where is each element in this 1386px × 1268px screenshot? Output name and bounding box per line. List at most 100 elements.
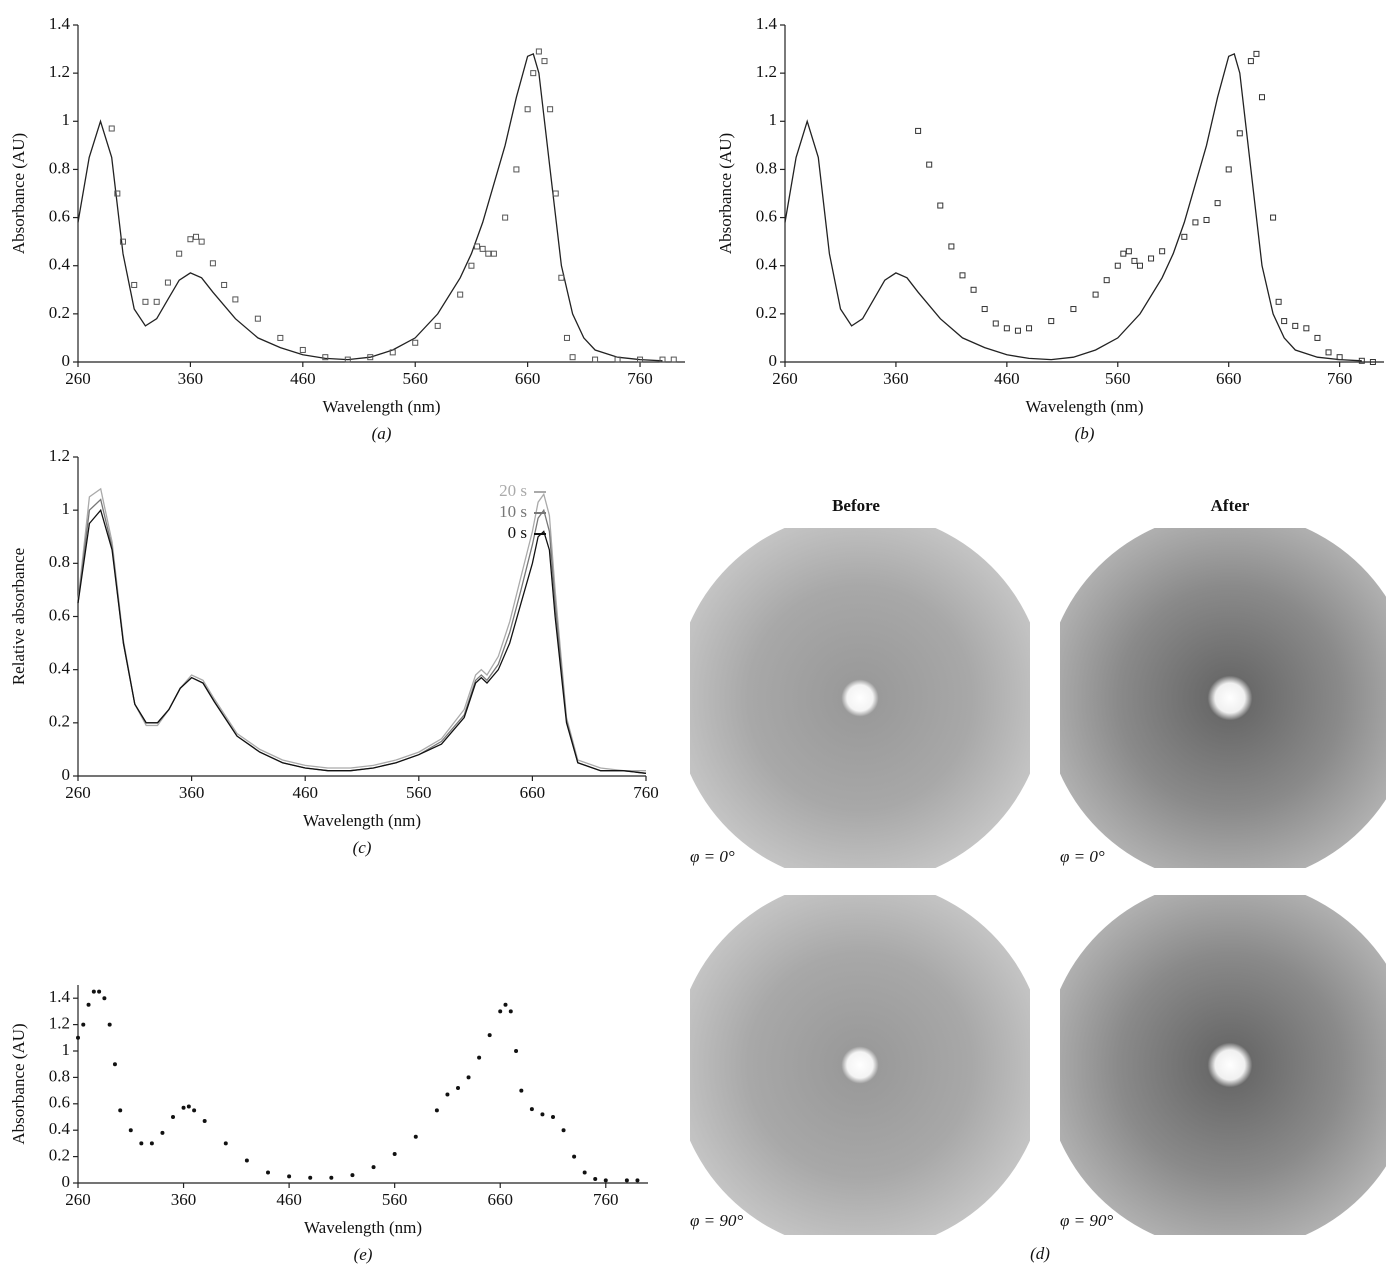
data-point [445,1092,450,1097]
x-tick-label: 460 [276,1190,302,1209]
data-point [202,1118,207,1123]
data-point [389,349,396,356]
data-point [1120,250,1127,257]
data-point [91,989,96,994]
x-tick-label: 460 [994,369,1020,388]
data-point [108,125,115,132]
x-tick-label: 560 [402,369,428,388]
data-point [1214,200,1221,207]
data-point [529,1107,534,1112]
data-point [503,1002,508,1007]
data-point [192,1108,197,1113]
x-axis-label: Wavelength (nm) [322,397,440,416]
data-point [299,346,306,353]
x-tick-label: 760 [1327,369,1353,388]
data-point [171,1115,175,1119]
y-axis-label: Absorbance (AU) [9,1023,28,1144]
data-point [1003,325,1010,332]
caption: (b) [1075,424,1095,443]
x-tick-label: 360 [883,369,909,388]
chart: 260 360 460 560 660 760 0 0.2 0.4 0.6 0.8 1 1.2 1.4 Wa… [9,14,685,443]
data-point [485,250,492,257]
data-point [593,1177,598,1182]
data-point [344,356,351,363]
x-axis-label: Wavelength (nm) [304,1218,422,1237]
data-point [474,243,481,250]
data-point [1026,325,1033,332]
data-point [198,238,205,245]
data-point [193,233,200,240]
data-point [186,1104,191,1109]
data-point [1270,214,1277,221]
data-point [1014,327,1021,334]
x-axis-label: Wavelength (nm) [1025,397,1143,416]
data-point [153,298,160,305]
x-tick-label: 660 [515,369,541,388]
data-point [118,1108,123,1113]
diffraction-image [690,895,1030,1235]
column-title: Before [832,496,880,515]
y-tick-label: 0.4 [49,1119,71,1138]
x-tick-label: 560 [1105,369,1131,388]
y-tick-label: 0 [769,351,778,370]
data-point [603,1178,608,1183]
data-point [981,306,988,313]
data-point [513,166,520,173]
data-point [287,1174,292,1179]
y-tick-label: 0.8 [49,1066,70,1085]
data-point [614,356,621,363]
phi-label: φ = 90° [690,1211,743,1230]
data-point [308,1175,313,1180]
y-tick-label: 1 [62,499,71,518]
data-point [635,1178,640,1183]
data-point [139,1141,144,1146]
x-tick-label: 560 [382,1190,408,1209]
data-point [128,1128,133,1133]
y-tick-label: 0.2 [49,303,70,322]
data-point [86,1002,91,1007]
y-tick-label: 0.2 [756,303,777,322]
data-point [624,1178,629,1183]
spectrum-line [784,53,1362,362]
spectrum-line [77,508,647,774]
data-point [149,1141,154,1146]
data-point [131,281,138,288]
chart: 260 360 460 560 660 760 0 0.2 0.4 0.6 0.8 1 1.2 Wavel… [9,446,659,857]
data-point [277,334,284,341]
data-point [659,356,666,363]
data-point [1131,257,1138,264]
spectrum-line [77,498,647,774]
data-point [1314,334,1321,341]
data-point [582,1170,587,1175]
data-point [119,238,126,245]
x-tick-label: 460 [290,369,316,388]
y-tick-label: 1 [769,110,778,129]
data-point [1192,219,1199,226]
data-point [466,1075,471,1080]
data-point [670,356,677,363]
data-point [350,1173,355,1178]
data-point [1148,255,1155,262]
data-point [530,70,537,77]
y-tick-label: 0 [62,765,71,784]
data-point [915,127,922,134]
diffraction-image [1060,895,1386,1235]
data-point [959,272,966,279]
data-point [637,356,644,363]
x-tick-label: 560 [406,783,432,802]
data-point [948,243,955,250]
data-point [498,1009,503,1014]
y-axis-label: Relative absorbance [9,548,28,685]
data-point [1325,349,1332,356]
data-point [508,1009,513,1014]
data-point [232,296,239,303]
data-point [1247,58,1254,65]
x-tick-label: 760 [593,1190,619,1209]
data-point [1103,277,1110,284]
data-point [926,161,933,168]
data-point [266,1170,270,1175]
data-point [1070,306,1077,313]
data-point [514,1049,519,1053]
data-point [1292,322,1299,329]
data-point [970,286,977,293]
